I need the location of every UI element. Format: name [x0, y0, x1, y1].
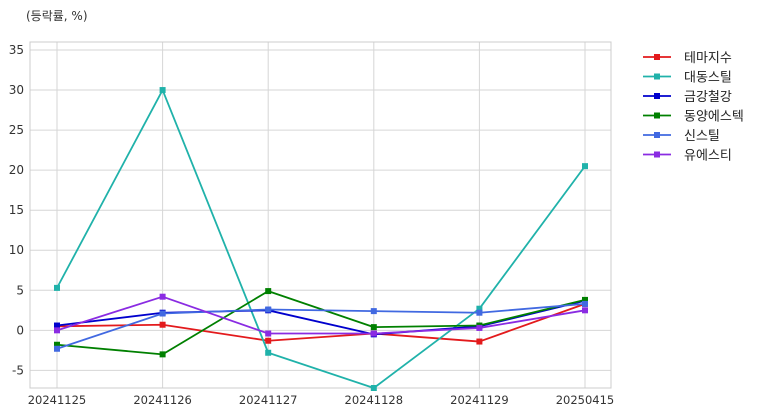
- series-line: [56, 290, 586, 356]
- data-point: [370, 385, 377, 391]
- legend-label: 테마지수: [684, 51, 732, 66]
- data-point: [582, 307, 588, 314]
- data-point: [159, 293, 166, 300]
- series-line: [56, 89, 586, 389]
- legend-marker: [654, 73, 660, 80]
- data-point: [370, 330, 377, 337]
- data-point: [476, 338, 483, 345]
- y-tick-label: 30: [9, 83, 24, 97]
- series-6: [54, 293, 588, 337]
- legend-item: 동양에스텍: [643, 110, 744, 125]
- legend-item: 금강철강: [643, 90, 732, 105]
- x-tick-label: 20241125: [28, 393, 87, 407]
- data-point: [265, 330, 272, 337]
- data-point: [159, 351, 166, 358]
- data-point: [54, 322, 60, 329]
- y-tick-label: 10: [9, 243, 24, 257]
- data-point: [476, 309, 483, 316]
- legend-item: 유에스티: [643, 149, 732, 164]
- legend-label: 대동스틸: [684, 71, 732, 86]
- legend-marker: [654, 93, 660, 99]
- legend-marker: [654, 112, 660, 119]
- x-tick-label: 20241126: [133, 393, 192, 407]
- x-tick-label: 20241127: [239, 393, 298, 407]
- data-point: [370, 324, 377, 331]
- unit-label: (등락률, %): [26, 9, 88, 23]
- data-point: [159, 87, 166, 94]
- data-point: [265, 337, 272, 344]
- legend-label: 신스틸: [684, 129, 720, 144]
- legend-item: 테마지수: [643, 51, 732, 66]
- y-tick-label: -5: [12, 363, 24, 377]
- data-point: [582, 163, 588, 170]
- legend-marker: [654, 132, 660, 138]
- data-point: [159, 321, 166, 328]
- data-point: [265, 306, 272, 313]
- series-line: [56, 303, 586, 343]
- y-tick-label: 0: [16, 323, 24, 337]
- data-point: [476, 305, 483, 312]
- legend-marker: [654, 54, 660, 60]
- data-point: [476, 324, 483, 331]
- plot-frame: [29, 41, 612, 389]
- y-tick-label: 5: [16, 283, 24, 297]
- data-point: [582, 296, 588, 303]
- legend-item: 신스틸: [643, 129, 720, 144]
- legend-label: 금강철강: [684, 90, 732, 105]
- data-point: [265, 288, 272, 295]
- data-point: [582, 300, 588, 307]
- legend-label: 동양에스텍: [684, 110, 744, 125]
- data-point: [54, 284, 60, 291]
- grid: [30, 42, 611, 388]
- data-point: [54, 345, 60, 352]
- legend-label: 유에스티: [684, 149, 732, 164]
- x-tick-label: 20241128: [345, 393, 404, 407]
- data-point: [54, 341, 60, 348]
- series-5: [54, 300, 588, 352]
- y-tick-label: 15: [9, 203, 24, 217]
- data-point: [159, 310, 166, 317]
- legend-marker: [654, 151, 660, 158]
- y-tick-label: 25: [9, 123, 24, 137]
- series-2: [54, 87, 588, 391]
- data-point: [54, 327, 60, 334]
- series-line: [56, 295, 586, 335]
- y-tick-label: 20: [9, 163, 24, 177]
- legend-item: 대동스틸: [643, 71, 732, 86]
- x-tick-label: 20241129: [450, 393, 509, 407]
- data-point: [265, 349, 272, 356]
- series-line: [56, 303, 586, 350]
- data-point: [370, 308, 377, 315]
- y-tick-label: 35: [9, 43, 24, 57]
- x-tick-label: 20250415: [556, 393, 615, 407]
